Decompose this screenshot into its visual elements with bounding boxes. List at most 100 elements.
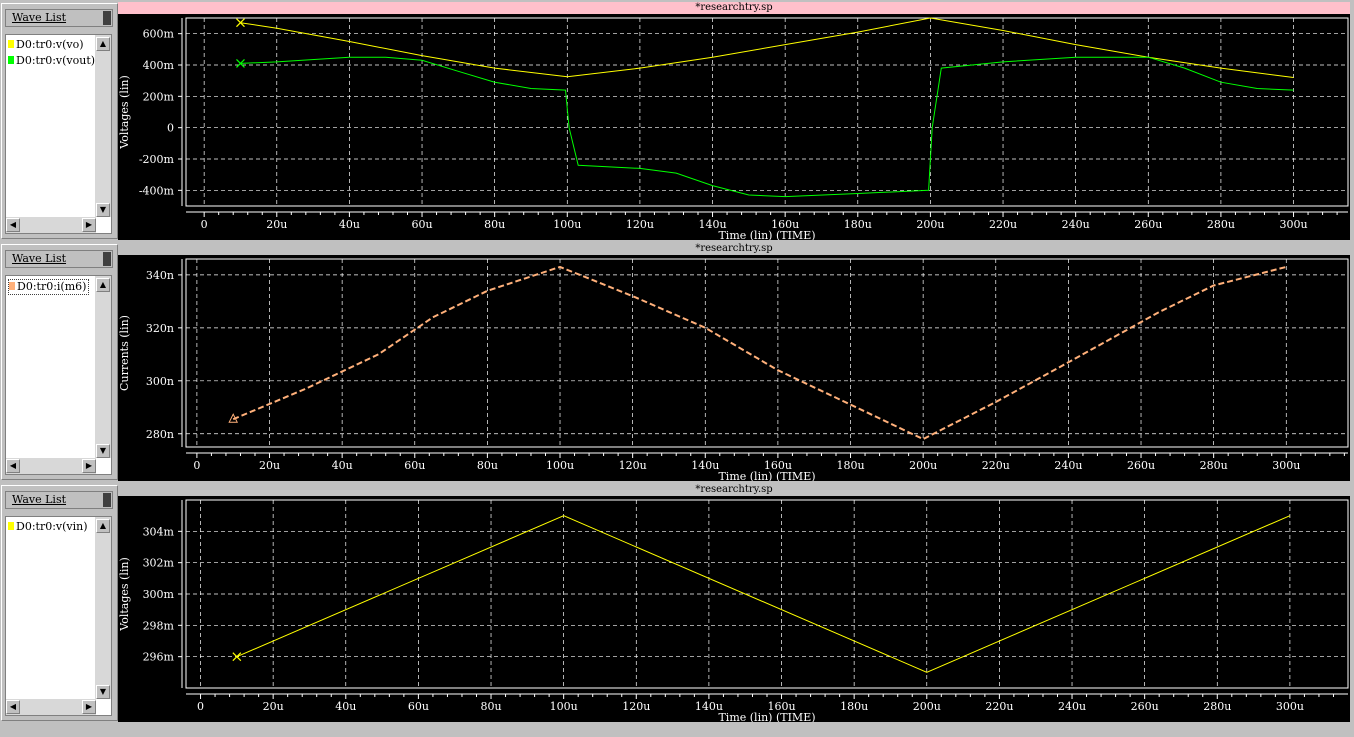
- horizontal-scrollbar[interactable]: ◀ ▶: [6, 217, 96, 233]
- signal-label: D0:tr0:i(m6): [17, 280, 87, 293]
- scroll-right-arrow-icon[interactable]: ▶: [82, 459, 96, 473]
- x-tick-label: 100u: [550, 700, 578, 713]
- signal-item-vout[interactable]: D0:tr0:v(vout): [8, 54, 95, 68]
- wave-list-header[interactable]: Wave List: [5, 250, 113, 268]
- chart-voltages-vin: 0 20u 40u 60u 80u 100u 120u 140u 160u 180u 200u 220…: [118, 496, 1350, 722]
- scroll-down-arrow-icon[interactable]: ▼: [96, 685, 110, 699]
- y-tick-label: 320n: [146, 322, 174, 335]
- x-tick-label: 80u: [477, 459, 498, 472]
- wave-list-panel-2: Wave List D0:tr0:i(m6) ▲ ▼ ◀ ▶: [1, 244, 118, 480]
- scroll-right-arrow-icon[interactable]: ▶: [82, 700, 96, 714]
- signal-color-swatch: [8, 40, 14, 48]
- wave-list-panel-1: Wave List D0:tr0:v(vo) D0:tr0:v(vout) ▲ …: [1, 3, 118, 239]
- vertical-scrollbar[interactable]: ▲ ▼: [95, 276, 111, 458]
- scroll-left-arrow-icon[interactable]: ◀: [6, 459, 20, 473]
- series-line-0: [236, 515, 1291, 673]
- x-tick-label: 260u: [1134, 218, 1162, 231]
- x-tick-label: 300u: [1276, 700, 1304, 713]
- wave-list-label: Wave List: [12, 11, 67, 24]
- series-line-0: [240, 17, 1294, 78]
- x-tick-label: 260u: [1127, 459, 1155, 472]
- scroll-down-arrow-icon[interactable]: ▼: [96, 203, 110, 217]
- panel-handle-icon[interactable]: [103, 252, 111, 266]
- y-tick-label: 280n: [146, 428, 174, 441]
- x-tick-label: 240u: [1054, 459, 1082, 472]
- x-tick-label: 180u: [836, 459, 864, 472]
- x-tick-label: 100u: [546, 459, 574, 472]
- x-tick-label: 60u: [408, 700, 429, 713]
- plot-frame: [185, 17, 1349, 207]
- signal-item-vin[interactable]: D0:tr0:v(vin): [8, 520, 88, 534]
- marker-stroke: [236, 59, 245, 68]
- x-tick-label: 40u: [339, 218, 360, 231]
- horizontal-scrollbar[interactable]: ◀ ▶: [6, 458, 96, 474]
- x-axis-label: Time (lin) (TIME): [718, 229, 815, 240]
- panel-title-1: *researchtry.sp: [118, 2, 1350, 14]
- y-tick-label: 600m: [143, 28, 175, 41]
- wave-list-header[interactable]: Wave List: [5, 9, 113, 27]
- y-tick-label: 300m: [143, 588, 175, 601]
- panel-handle-icon[interactable]: [103, 493, 111, 507]
- y-tick-label: 302m: [143, 557, 175, 570]
- signal-label: D0:tr0:v(vo): [16, 38, 84, 51]
- vertical-scrollbar[interactable]: ▲ ▼: [95, 517, 111, 699]
- y-tick-label: 304m: [143, 525, 175, 538]
- signal-item-vo[interactable]: D0:tr0:v(vo): [8, 38, 84, 52]
- x-tick-label: 60u: [411, 218, 432, 231]
- x-tick-label: 140u: [698, 218, 726, 231]
- x-tick-label: 200u: [909, 459, 937, 472]
- x-tick-label: 280u: [1207, 218, 1235, 231]
- scroll-up-arrow-icon[interactable]: ▲: [96, 278, 110, 292]
- x-tick-label: 180u: [844, 218, 872, 231]
- scroll-down-arrow-icon[interactable]: ▼: [96, 444, 110, 458]
- panel-handle-icon[interactable]: [103, 11, 111, 25]
- x-tick-label: 40u: [332, 459, 353, 472]
- x-tick-label: 20u: [266, 218, 287, 231]
- x-tick-label: 20u: [259, 459, 280, 472]
- scroll-right-arrow-icon[interactable]: ▶: [82, 218, 96, 232]
- series-line-1: [240, 56, 1294, 198]
- chart-background: [118, 255, 1350, 481]
- y-tick-label: 340n: [146, 269, 174, 282]
- signal-item-m6[interactable]: D0:tr0:i(m6): [8, 279, 90, 295]
- y-axis-label: Voltages (lin): [118, 557, 131, 631]
- series-start-marker: [228, 413, 239, 423]
- wave-list-header[interactable]: Wave List: [5, 491, 113, 509]
- scroll-up-arrow-icon[interactable]: ▲: [96, 37, 110, 51]
- x-tick-label: 160u: [767, 700, 795, 713]
- horizontal-scrollbar[interactable]: ◀ ▶: [6, 699, 96, 715]
- scroll-left-arrow-icon[interactable]: ◀: [6, 700, 20, 714]
- x-axis-label: Time (lin) (TIME): [718, 470, 815, 481]
- x-tick-label: 40u: [335, 700, 356, 713]
- x-tick-label: 100u: [553, 218, 581, 231]
- scroll-left-arrow-icon[interactable]: ◀: [6, 218, 20, 232]
- x-axis-label: Time (lin) (TIME): [718, 711, 815, 722]
- vertical-scrollbar[interactable]: ▲ ▼: [95, 35, 111, 217]
- x-tick-label: 240u: [1058, 700, 1086, 713]
- x-tick-label: 140u: [695, 700, 723, 713]
- y-tick-label: 400m: [143, 59, 175, 72]
- x-tick-label: 280u: [1200, 459, 1228, 472]
- wave-list-box: D0:tr0:v(vin) ▲ ▼ ◀ ▶: [5, 516, 112, 716]
- y-tick-label: -200m: [139, 153, 175, 166]
- panel-title-2: *researchtry.sp: [118, 243, 1350, 255]
- x-tick-label: 240u: [1062, 218, 1090, 231]
- x-tick-label: 300u: [1279, 218, 1307, 231]
- y-axis-label: Currents (lin): [118, 315, 131, 391]
- series-start-marker: [236, 59, 245, 68]
- wave-list-box: D0:tr0:i(m6) ▲ ▼ ◀ ▶: [5, 275, 112, 475]
- series-line-0: [232, 265, 1287, 441]
- scroll-up-arrow-icon[interactable]: ▲: [96, 519, 110, 533]
- plot-frame: [185, 258, 1349, 448]
- x-tick-label: 260u: [1131, 700, 1159, 713]
- x-tick-label: 280u: [1203, 700, 1231, 713]
- panel-title-3: *researchtry.sp: [118, 484, 1350, 496]
- x-tick-label: 120u: [626, 218, 654, 231]
- signal-color-swatch: [8, 56, 14, 64]
- chart-currents-m6: 0 20u 40u 60u 80u 100u 120u 140u 160u 180u 200u 220…: [118, 255, 1350, 481]
- x-tick-label: 0: [197, 700, 204, 713]
- x-tick-label: 0: [201, 218, 208, 231]
- x-tick-label: 20u: [263, 700, 284, 713]
- x-tick-label: 300u: [1272, 459, 1300, 472]
- y-tick-label: 298m: [143, 619, 175, 632]
